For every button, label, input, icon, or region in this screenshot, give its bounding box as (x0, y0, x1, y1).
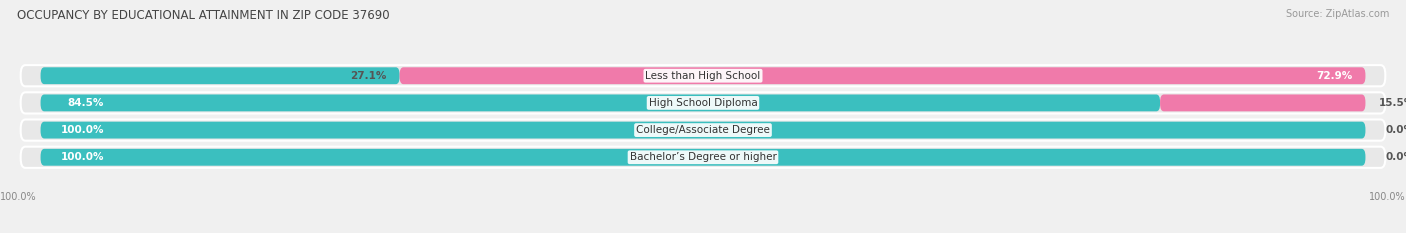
Text: 0.0%: 0.0% (1385, 125, 1406, 135)
FancyBboxPatch shape (41, 95, 1160, 111)
Text: OCCUPANCY BY EDUCATIONAL ATTAINMENT IN ZIP CODE 37690: OCCUPANCY BY EDUCATIONAL ATTAINMENT IN Z… (17, 9, 389, 22)
FancyBboxPatch shape (21, 147, 1385, 168)
FancyBboxPatch shape (21, 120, 1385, 141)
FancyBboxPatch shape (399, 67, 1365, 84)
FancyBboxPatch shape (41, 122, 1365, 138)
Text: 100.0%: 100.0% (1369, 192, 1406, 202)
Text: 15.5%: 15.5% (1379, 98, 1406, 108)
FancyBboxPatch shape (1160, 95, 1365, 111)
Text: High School Diploma: High School Diploma (648, 98, 758, 108)
Text: 72.9%: 72.9% (1316, 71, 1353, 81)
Text: Source: ZipAtlas.com: Source: ZipAtlas.com (1285, 9, 1389, 19)
Text: Bachelor’s Degree or higher: Bachelor’s Degree or higher (630, 152, 776, 162)
FancyBboxPatch shape (21, 92, 1385, 113)
Text: 100.0%: 100.0% (60, 125, 104, 135)
Text: 100.0%: 100.0% (60, 152, 104, 162)
FancyBboxPatch shape (41, 67, 399, 84)
Text: 0.0%: 0.0% (1385, 152, 1406, 162)
FancyBboxPatch shape (21, 65, 1385, 86)
FancyBboxPatch shape (41, 149, 1365, 166)
Text: College/Associate Degree: College/Associate Degree (636, 125, 770, 135)
Text: 84.5%: 84.5% (67, 98, 104, 108)
Text: 100.0%: 100.0% (0, 192, 37, 202)
Text: Less than High School: Less than High School (645, 71, 761, 81)
Text: 27.1%: 27.1% (350, 71, 387, 81)
